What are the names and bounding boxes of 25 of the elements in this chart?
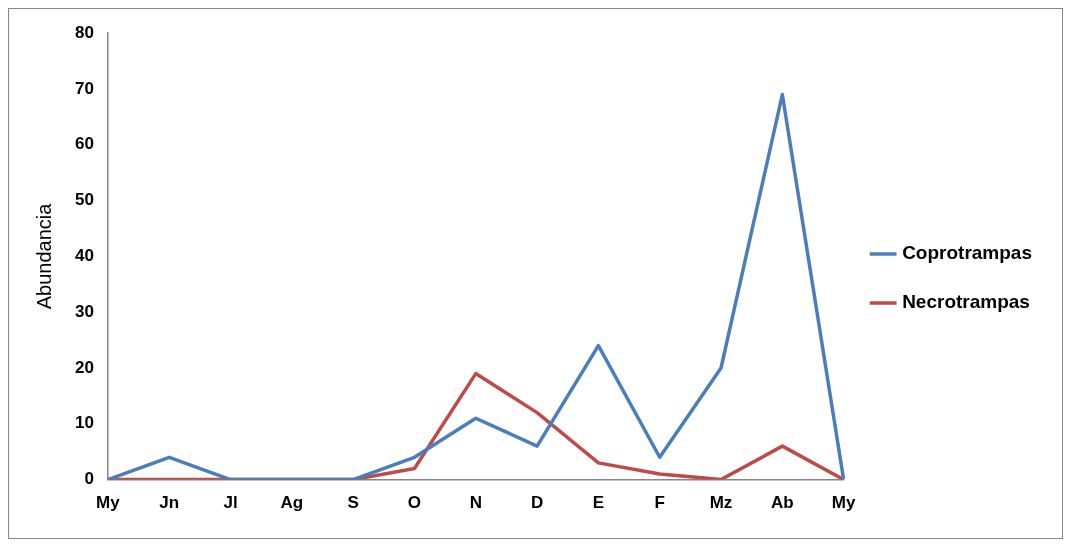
legend-label: Necrotrampas: [902, 291, 1030, 313]
y-tick-label: 20: [74, 357, 94, 377]
x-tick-label: N: [469, 493, 482, 513]
x-tick-label: Ab: [771, 493, 794, 513]
y-tick-label: 50: [74, 190, 94, 210]
x-tick-label: E: [592, 493, 605, 513]
y-tick-label: 0: [84, 469, 94, 489]
x-tick-label: D: [530, 493, 544, 513]
y-tick-label: 40: [74, 246, 94, 266]
y-axis-title: Abundancia: [32, 202, 55, 310]
x-tick-label: My: [831, 493, 856, 513]
y-tick-label: 70: [74, 78, 94, 98]
y-tick-label: 30: [74, 301, 94, 321]
x-tick-label: Mz: [709, 493, 733, 513]
x-tick-label: F: [654, 493, 665, 513]
y-tick-label: 10: [74, 413, 94, 433]
x-tick-label: My: [96, 493, 121, 513]
y-tick-label: 80: [74, 22, 94, 42]
x-tick-label: O: [407, 493, 422, 513]
x-tick-label: S: [347, 493, 359, 513]
y-tick-label: 60: [74, 134, 94, 154]
x-tick-label: Jl: [223, 493, 238, 513]
x-tick-label: Ag: [280, 493, 304, 513]
legend-label: Coprotrampas: [902, 242, 1032, 264]
x-tick-label: Jn: [159, 493, 180, 513]
